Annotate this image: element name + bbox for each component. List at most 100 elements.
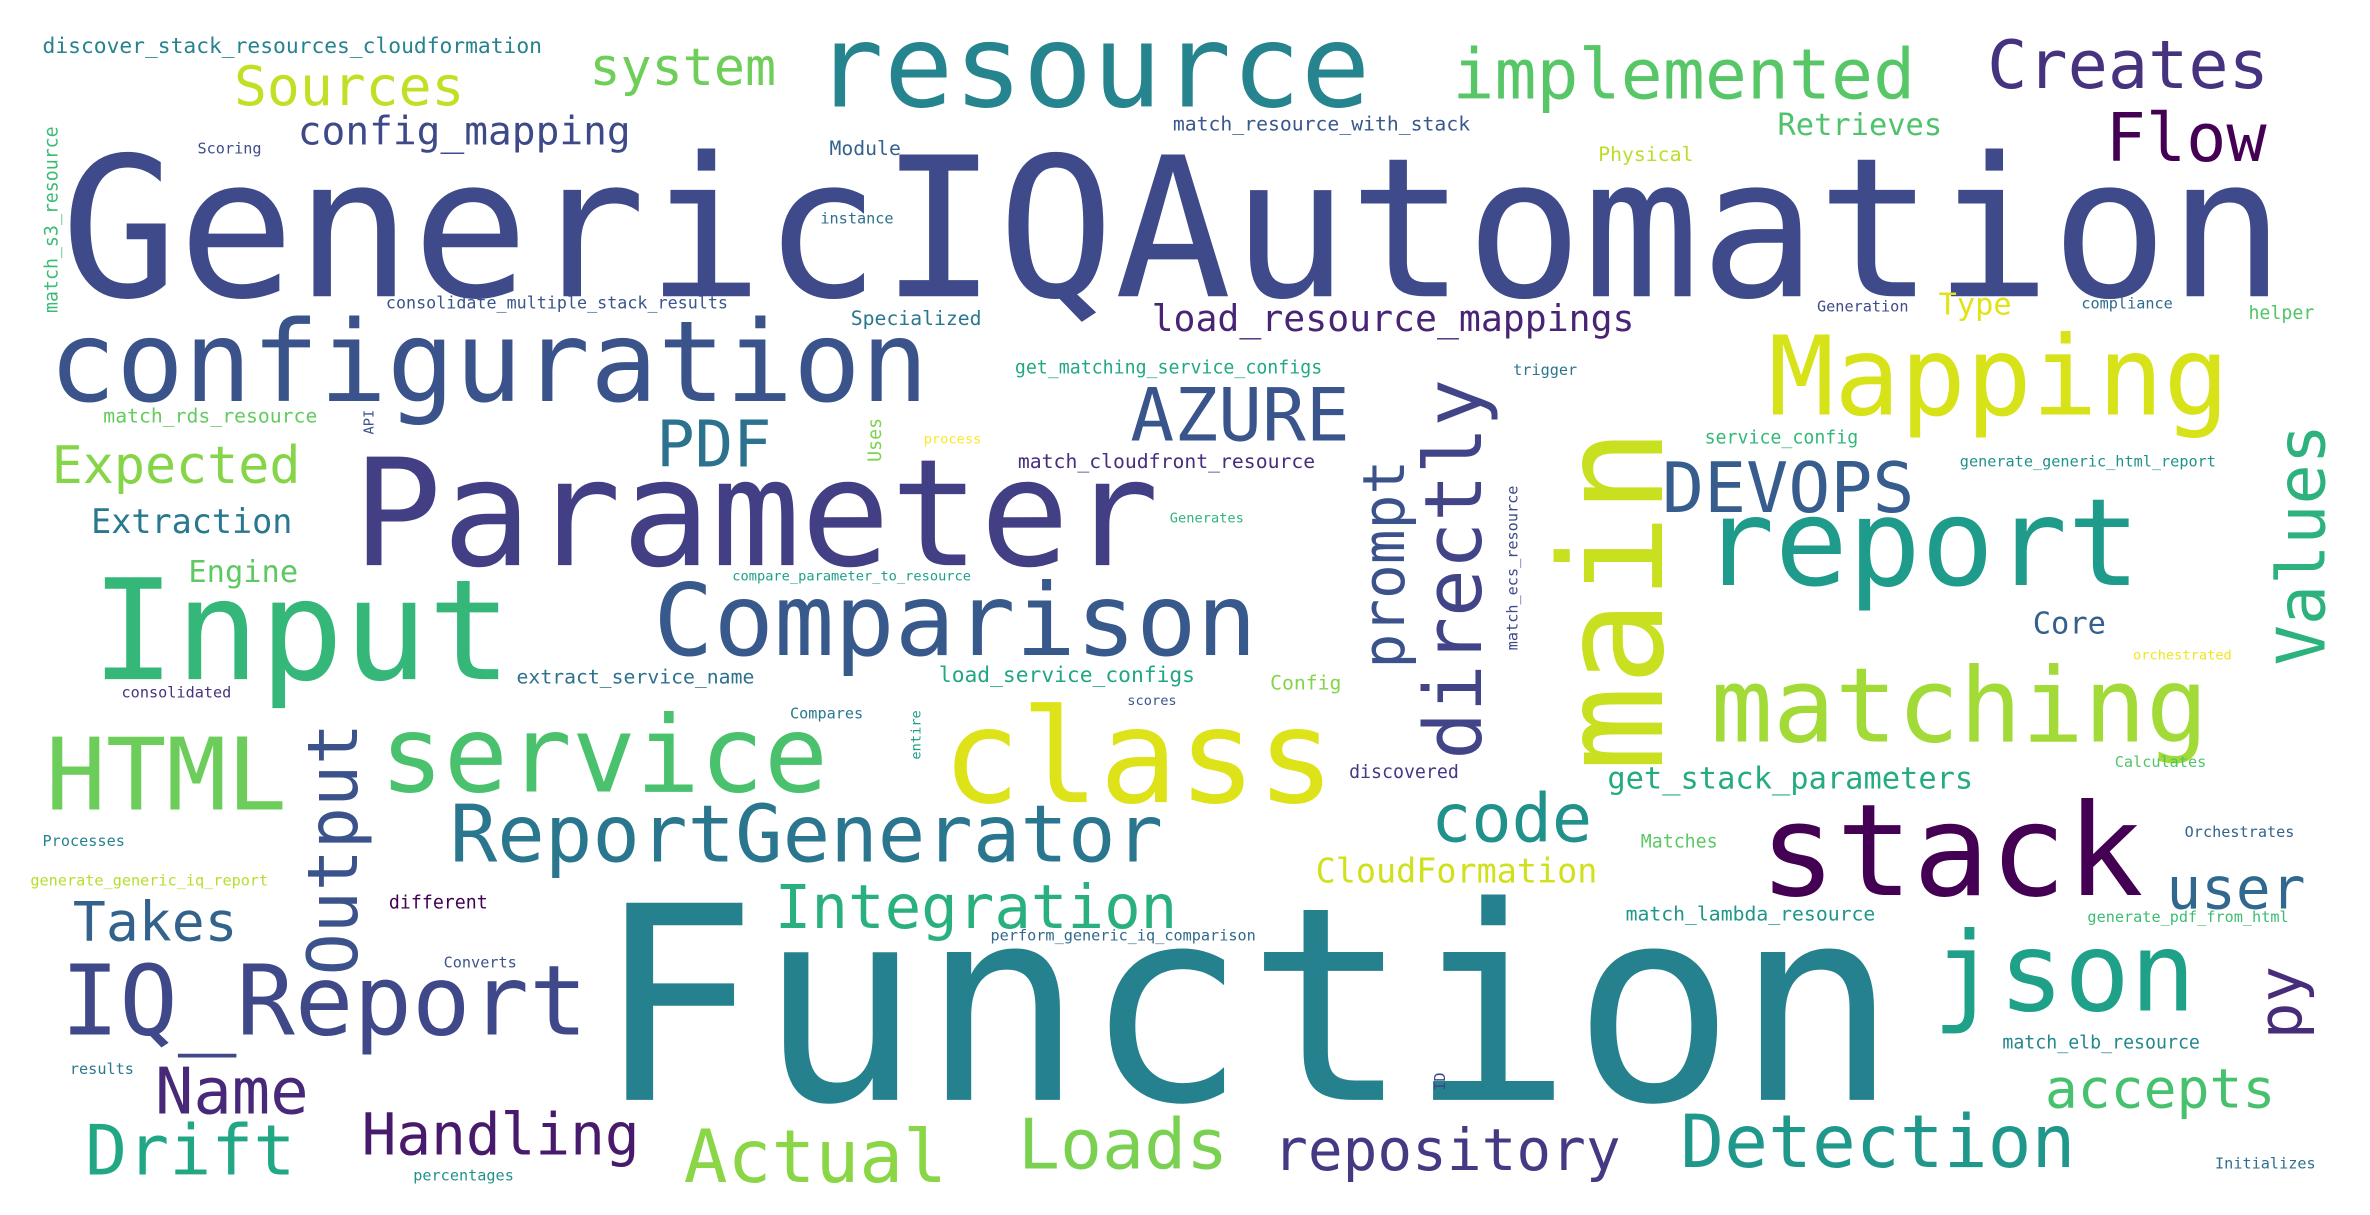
word-match-rds-resource: match_rds_resource xyxy=(103,405,318,429)
word-iq-report: IQ_Report xyxy=(60,946,588,1059)
word-match-cloudfront-resource: match_cloudfront_resource xyxy=(1017,451,1316,474)
word-entire: entire xyxy=(910,710,926,760)
word-calculates: Calculates xyxy=(2114,755,2207,772)
word-user: user xyxy=(2166,855,2306,923)
word-sources: Sources xyxy=(233,56,465,119)
word-expected: Expected xyxy=(51,436,301,497)
word-class: class xyxy=(941,682,1336,835)
word-load-resource-mappings: load_resource_mappings xyxy=(1151,297,1635,341)
word-function: Function xyxy=(595,849,1899,1164)
word-implemented: implemented xyxy=(1452,33,1916,116)
word-instance: instance xyxy=(820,211,894,228)
word-compliance: compliance xyxy=(2081,296,2173,313)
word-extract-service-name: extract_service_name xyxy=(516,666,755,690)
word-azure: AZURE xyxy=(1130,373,1350,459)
word-flow: Flow xyxy=(2105,100,2267,178)
word-generate-generic-html-report: generate_generic_html_report xyxy=(1959,454,2216,471)
word-service: service xyxy=(379,692,829,818)
word-core: Core xyxy=(2032,604,2106,642)
word-converts: Converts xyxy=(443,955,517,973)
word-json: json xyxy=(1932,908,2196,1037)
word-physical: Physical xyxy=(1598,144,1694,168)
word-input: Input xyxy=(91,549,512,713)
word-py: py xyxy=(2246,965,2317,1040)
word-discovered: discovered xyxy=(1349,761,1459,783)
word-accepts: accepts xyxy=(2044,1058,2276,1122)
word-match-elb-resource: match_elb_resource xyxy=(2002,1031,2200,1053)
word-reportgenerator: ReportGenerator xyxy=(449,789,1164,882)
word-percentages: percentages xyxy=(413,1168,514,1185)
word-config-mapping: config_mapping xyxy=(297,109,631,155)
word-detection: Detection xyxy=(1680,1099,2076,1185)
word-mapping: Mapping xyxy=(1768,312,2230,441)
word-orchestrates: Orchestrates xyxy=(2184,824,2295,842)
word-match-s3-resource: match_s3_resource xyxy=(41,126,63,313)
word-perform-generic-iq-comparison: perform_generic_iq_comparison xyxy=(990,928,1256,945)
word-extraction: Extraction xyxy=(91,504,293,543)
word-system: system xyxy=(589,37,777,99)
word-creates: Creates xyxy=(1987,27,2269,105)
word-initializes: Initializes xyxy=(2215,1156,2316,1173)
word-generate-pdf-from-html: generate_pdf_from_html xyxy=(2087,910,2289,927)
word-pdf: PDF xyxy=(656,407,772,482)
word-takes: Takes xyxy=(72,891,238,955)
word-prompt: prompt xyxy=(1350,459,1418,669)
word-api: API xyxy=(363,409,379,435)
word-compares: Compares xyxy=(789,706,864,724)
word-helper: helper xyxy=(2248,302,2315,324)
word-integration: Integration xyxy=(774,873,1178,944)
word-engine: Engine xyxy=(188,552,299,590)
word-processes: Processes xyxy=(42,834,125,851)
word-scoring: Scoring xyxy=(197,141,262,158)
word-id: ID xyxy=(1432,1072,1450,1091)
word-generates: Generates xyxy=(1169,511,1244,528)
word-handling: Handling xyxy=(361,1101,640,1169)
word-cloudformation: CloudFormation xyxy=(1315,853,1598,892)
word-module: Module xyxy=(829,138,901,162)
word-genericiqautomation: GenericIQAutomation xyxy=(60,116,2286,344)
word-generation: Generation xyxy=(1816,299,1909,316)
word-retrieves: Retrieves xyxy=(1777,106,1943,143)
word-report: report xyxy=(1701,472,2141,614)
word-devops: DEVOPS xyxy=(1662,446,1915,529)
word-get-stack-parameters: get_stack_parameters xyxy=(1607,759,1974,797)
word-type: Type xyxy=(1938,285,2012,323)
word-resource: resource xyxy=(814,0,1371,134)
word-specialized: Specialized xyxy=(850,308,982,332)
word-trigger: trigger xyxy=(1513,363,1578,380)
word-matches: Matches xyxy=(1640,831,1718,853)
word-stack: stack xyxy=(1759,776,2144,926)
word-configuration: configuration xyxy=(48,297,929,429)
word-values: Values xyxy=(2263,423,2342,666)
word-comparison: Comparison xyxy=(653,562,1257,680)
word-loads: Loads xyxy=(1017,1102,1229,1185)
word-get-matching-service-configs: get_matching_service_configs xyxy=(1014,357,1323,379)
word-actual: Actual xyxy=(683,1115,948,1201)
word-code: code xyxy=(1431,780,1593,859)
word-scores: scores xyxy=(1127,694,1177,710)
word-drift: Drift xyxy=(85,1109,296,1192)
word-match-lambda-resource: match_lambda_resource xyxy=(1625,903,1876,927)
word-parameter: Parameter xyxy=(352,428,1160,602)
word-name: Name xyxy=(154,1054,309,1129)
word-consolidate-multiple: consolidate_multiple_stack_results xyxy=(385,293,728,313)
word-match-resource-with-stack: match_resource_with_stack xyxy=(1172,113,1471,137)
word-consolidated: consolidated xyxy=(121,685,232,702)
word-service-config: service_config xyxy=(1704,426,1859,449)
word-process: process xyxy=(923,432,982,449)
word-discover-stack-resources: discover_stack_resources_cloudformation xyxy=(42,34,542,60)
word-load-service-configs: load_service_configs xyxy=(938,663,1195,689)
word-html: HTML xyxy=(45,717,288,835)
word-config: Config xyxy=(1270,673,1342,696)
word-compare-parameter: compare_parameter_to_resource xyxy=(732,569,972,585)
word-generate-generic-iq-report: generate_generic_iq_report xyxy=(30,873,269,891)
word-directly: directly xyxy=(1409,379,1501,760)
word-matching: matching xyxy=(1710,647,2209,768)
word-results: results xyxy=(69,1061,134,1079)
word-uses: Uses xyxy=(864,417,886,462)
word-different: different xyxy=(388,891,488,914)
word-output: Output xyxy=(291,722,374,976)
word-match-ecs-resource: match_ecs_resource xyxy=(1505,485,1523,651)
